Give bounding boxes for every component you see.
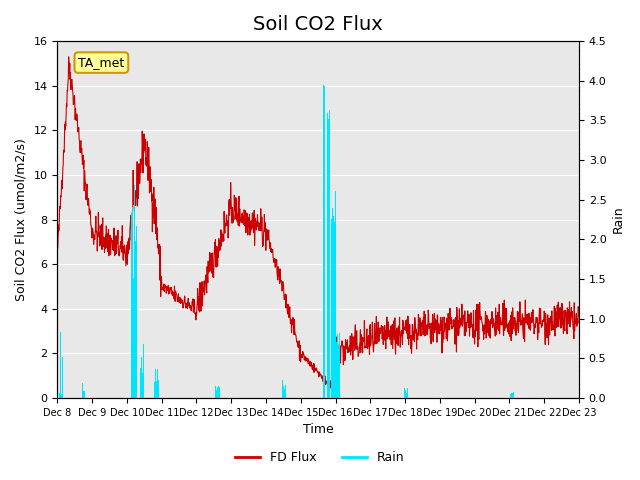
X-axis label: Time: Time xyxy=(303,423,333,436)
Legend: FD Flux, Rain: FD Flux, Rain xyxy=(230,446,410,469)
Title: Soil CO2 Flux: Soil CO2 Flux xyxy=(253,15,383,34)
Y-axis label: Rain: Rain xyxy=(612,206,625,233)
Text: TA_met: TA_met xyxy=(78,56,125,69)
Y-axis label: Soil CO2 Flux (umol/m2/s): Soil CO2 Flux (umol/m2/s) xyxy=(15,138,28,301)
